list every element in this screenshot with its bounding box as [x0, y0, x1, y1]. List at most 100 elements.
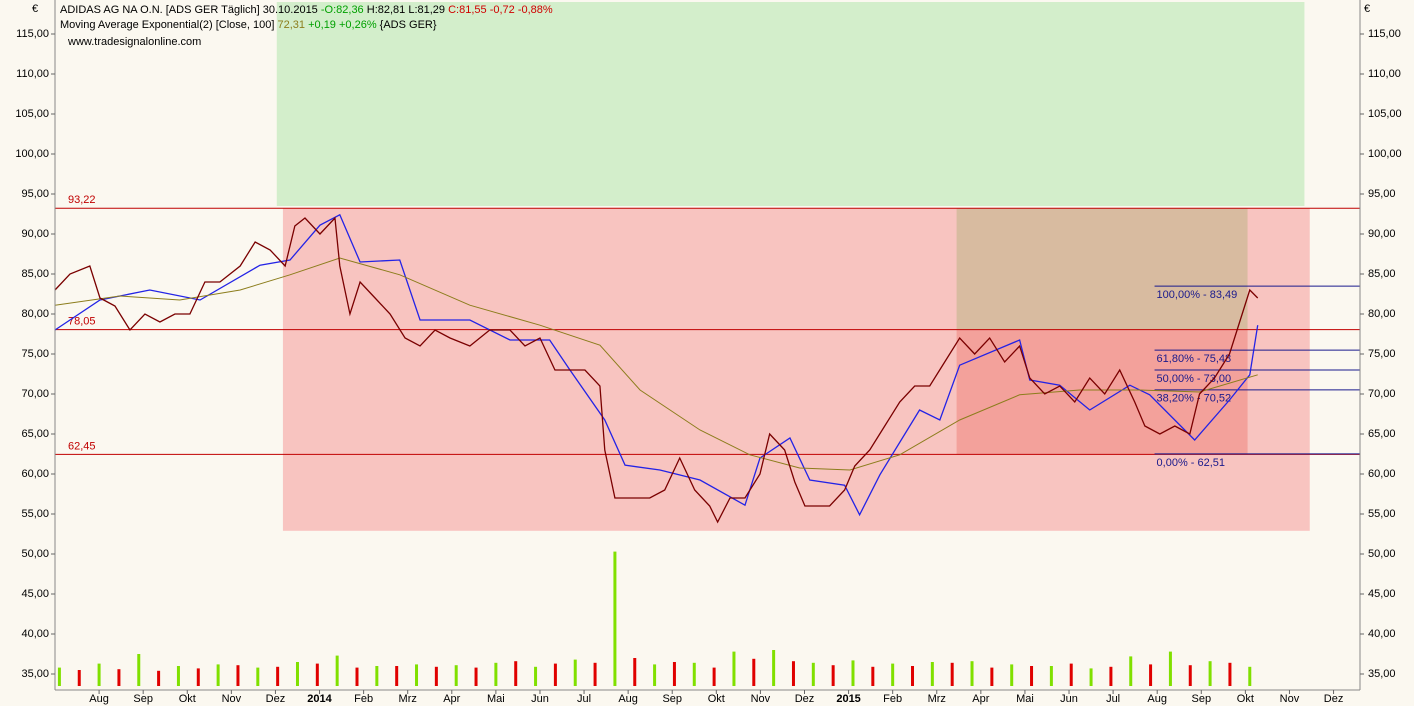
- volume-bar: [1228, 662, 1232, 686]
- header-indicator: Moving Average Exponential(2) [Close, 10…: [60, 19, 437, 31]
- y-tick-label: 110,00: [16, 68, 49, 80]
- open: -O:82,36: [321, 4, 364, 16]
- volume-bar: [295, 662, 299, 686]
- volume-bar: [1049, 666, 1053, 686]
- y-tick-label: 90,00: [1368, 228, 1396, 240]
- volume-bar: [930, 662, 934, 686]
- indicator: Moving Average Exponential(2) [Close, 10…: [60, 19, 274, 31]
- x-tick-label: Nov: [751, 693, 771, 705]
- x-tick-label: Dez: [266, 693, 286, 705]
- volume-bar: [653, 664, 657, 686]
- volume-bar: [692, 662, 696, 686]
- indicator-source: {ADS GER}: [380, 19, 437, 31]
- y-tick-label: 80,00: [1368, 308, 1396, 320]
- level-label: 93,22: [68, 194, 96, 206]
- y-tick-label: 95,00: [21, 188, 49, 200]
- fib-label: 61,80% - 75,48: [1157, 353, 1232, 365]
- y-tick-label: 70,00: [1368, 388, 1396, 400]
- volume-bar: [950, 662, 954, 686]
- x-tick-label: Aug: [618, 693, 638, 705]
- volume-bar: [176, 666, 180, 686]
- volume-bar: [831, 665, 835, 686]
- x-tick-label: Nov: [1280, 693, 1300, 705]
- source: www.tradesignalonline.com: [67, 36, 201, 48]
- volume-bar: [672, 662, 676, 686]
- volume-bar: [1149, 664, 1153, 686]
- volume-bar: [157, 670, 161, 686]
- volume-bar: [1248, 666, 1252, 686]
- x-tick-label: Aug: [89, 693, 109, 705]
- x-tick-label: Jul: [577, 693, 591, 705]
- y-tick-label: 95,00: [1368, 188, 1396, 200]
- x-tick-label: Jun: [531, 693, 549, 705]
- volume-bar: [355, 667, 359, 686]
- y-tick-label: 50,00: [21, 548, 49, 560]
- y-tick-label: 85,00: [21, 268, 49, 280]
- volume-bar: [970, 661, 974, 686]
- currency: €: [32, 3, 38, 15]
- fib-label: 50,00% - 73,00: [1157, 373, 1232, 385]
- volume-bar: [811, 662, 815, 686]
- volume-bar: [573, 659, 577, 686]
- x-tick-label: Jul: [1106, 693, 1120, 705]
- y-tick-label: 75,00: [21, 348, 49, 360]
- y-tick-label: 105,00: [15, 108, 49, 120]
- symbol: ADIDAS AG NA O.N. [ADS GER Täglich] 30.1…: [60, 4, 318, 16]
- volume-bar: [395, 666, 399, 686]
- y-tick-label: 50,00: [1368, 548, 1396, 560]
- y-tick-label: 55,00: [1368, 508, 1396, 520]
- high: H:82,81: [367, 4, 406, 16]
- close: C:81,55 -0,72 -0,88%: [448, 4, 553, 16]
- y-tick-label: 45,00: [21, 588, 49, 600]
- volume-bar: [375, 666, 379, 686]
- x-tick-label: Dez: [1324, 693, 1344, 705]
- y-tick-label: 115,00: [1368, 28, 1401, 40]
- volume-bar: [911, 666, 915, 686]
- volume-bar: [57, 667, 61, 686]
- x-tick-label: Apr: [443, 693, 460, 705]
- volume-bar: [871, 666, 875, 686]
- zone: [276, 2, 1305, 206]
- y-tick-label: 90,00: [21, 228, 49, 240]
- y-tick-label: 45,00: [1368, 588, 1396, 600]
- volume-bar: [772, 650, 776, 686]
- y-tick-label: 65,00: [1368, 428, 1396, 440]
- volume-bar: [1010, 664, 1014, 686]
- x-tick-label: Mrz: [399, 693, 417, 705]
- y-tick-label: 65,00: [21, 428, 49, 440]
- volume-bar: [454, 665, 458, 686]
- fib-label: 100,00% - 83,49: [1157, 289, 1238, 301]
- volume-bar: [534, 666, 538, 686]
- price-line: [54, 213, 1259, 517]
- volume-bar: [1168, 651, 1172, 686]
- y-tick-label: 70,00: [21, 388, 49, 400]
- x-tick-label: Sep: [133, 693, 153, 705]
- x-tick-label: Dez: [795, 693, 815, 705]
- volume-bar: [553, 663, 557, 686]
- volume-bar: [1089, 668, 1093, 686]
- volume-bar: [236, 665, 240, 686]
- volume-bar: [315, 663, 319, 686]
- y-tick-label: 85,00: [1368, 268, 1396, 280]
- volume-bar: [752, 658, 756, 686]
- currency: €: [1364, 3, 1370, 15]
- volume-bar: [1109, 666, 1113, 686]
- volume-bar: [1208, 661, 1212, 686]
- volume-bar: [434, 666, 438, 686]
- volume-bar: [117, 669, 121, 686]
- y-tick-label: 105,00: [1368, 108, 1402, 120]
- x-tick-label: Apr: [972, 693, 989, 705]
- volume-bar: [593, 662, 597, 686]
- x-tick-label: Aug: [1147, 693, 1167, 705]
- y-tick-label: 60,00: [1368, 468, 1396, 480]
- y-tick-label: 60,00: [21, 468, 49, 480]
- volume-bar: [77, 670, 81, 686]
- y-tick-label: 55,00: [21, 508, 49, 520]
- fib-label: 38,20% - 70,52: [1157, 393, 1232, 405]
- indicator-value: 72,31: [278, 19, 306, 31]
- volume-bar: [335, 655, 339, 686]
- fib-label: 0,00% - 62,51: [1157, 457, 1226, 469]
- volume-bar: [851, 660, 855, 686]
